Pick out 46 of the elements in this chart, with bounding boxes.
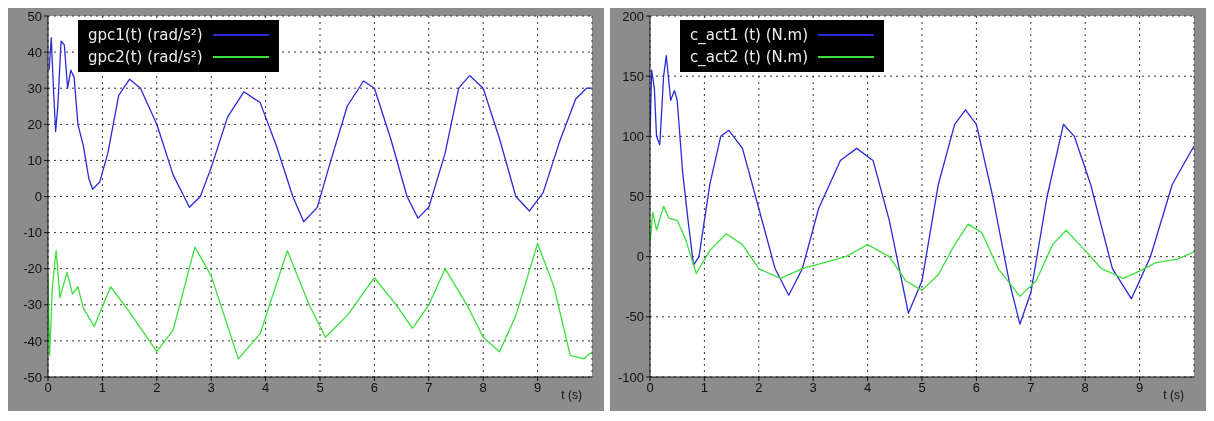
x-tick-label: 9 [533,380,542,396]
legend-label: gpc1(t) (rad/s²) [88,25,203,46]
y-tick-label: 40 [27,44,42,60]
legend-label: c_act2 (t) (N.m) [690,47,809,68]
line-series [48,242,592,360]
x-tick-label: 7 [425,380,433,396]
line-series [650,205,1194,298]
y-tick-label: 0 [636,249,644,265]
x-tick-label: 0 [646,380,654,396]
y-tick-label: 50 [27,8,42,24]
x-tick-label: 4 [863,380,872,396]
legend-label: gpc2(t) (rad/s²) [88,47,203,68]
x-tick-label: 2 [755,380,763,396]
x-tick-label: 2 [153,380,161,396]
x-tick-label: 6 [370,380,379,396]
x-axis-title: t (s) [561,388,582,402]
y-tick-label: 20 [27,116,42,132]
y-tick-label: -50 [23,369,42,385]
x-axis-title: t (s) [1163,388,1184,402]
y-tick-label: 30 [27,80,42,96]
y-tick-label: 50 [629,189,644,205]
y-tick-label: 100 [622,128,644,144]
legend-label: c_act1 (t) (N.m) [690,25,809,46]
x-tick-label: 1 [98,380,107,396]
y-tick-label: -50 [625,309,644,325]
y-tick-label: -30 [23,297,42,313]
x-tick-label: 7 [1027,380,1035,396]
y-tick-label: -10 [23,225,42,241]
x-tick-label: 8 [479,380,487,396]
y-tick-label: -20 [23,261,42,277]
y-tick-label: 10 [27,153,42,169]
x-tick-label: 5 [316,380,324,396]
x-tick-label: 0 [44,380,52,396]
y-tick-label: -100 [617,369,644,385]
x-tick-label: 5 [918,380,926,396]
x-tick-label: 4 [261,380,270,396]
y-tick-label: 200 [622,8,644,24]
x-tick-label: 9 [1135,380,1144,396]
x-tick-label: 6 [972,380,981,396]
x-tick-label: 1 [700,380,709,396]
y-tick-label: -40 [23,333,42,349]
x-tick-label: 3 [207,380,215,396]
y-tick-label: 0 [34,189,42,205]
x-tick-label: 3 [809,380,817,396]
x-tick-label: 8 [1081,380,1089,396]
y-tick-label: 150 [622,68,644,84]
